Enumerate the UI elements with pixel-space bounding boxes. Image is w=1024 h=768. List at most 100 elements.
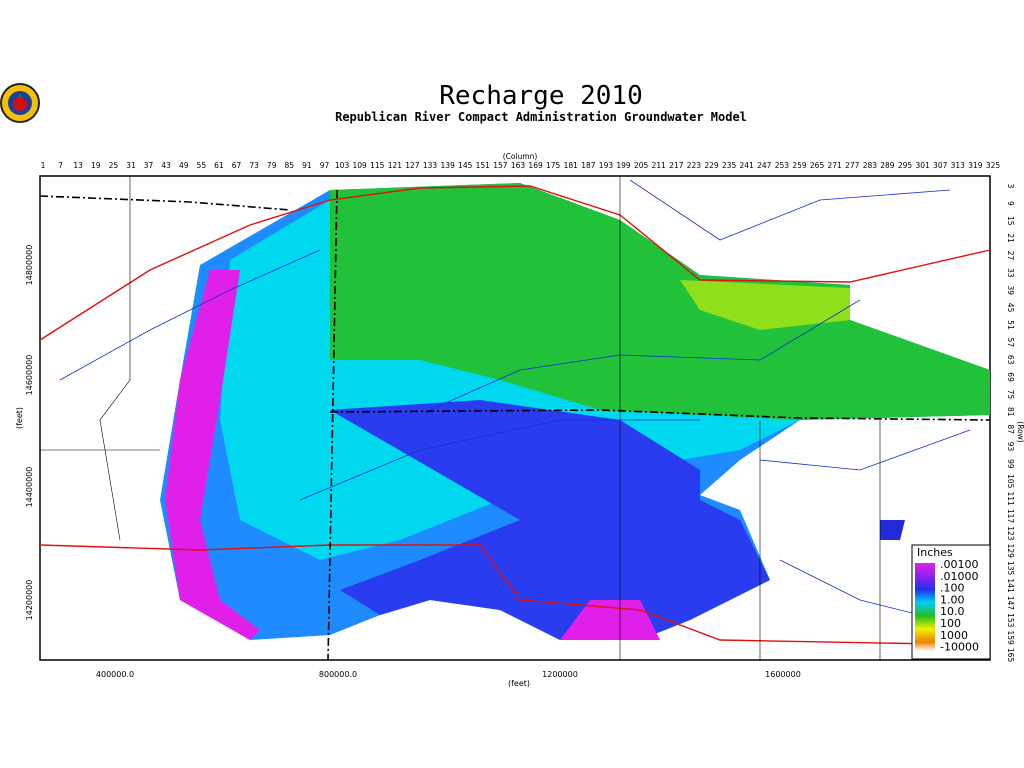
- column-tick-label: 157: [493, 161, 508, 170]
- column-tick-label: 271: [828, 161, 843, 170]
- column-tick-label: 241: [740, 161, 755, 170]
- column-tick-label: 91: [302, 161, 312, 170]
- legend-label: 10.0: [940, 605, 965, 618]
- row-tick-label: 39: [1006, 285, 1015, 295]
- column-tick-label: 319: [968, 161, 983, 170]
- column-tick-label: 127: [405, 161, 420, 170]
- row-tick-label: 63: [1006, 355, 1015, 365]
- column-tick-label: 61: [214, 161, 224, 170]
- row-tick-label: 93: [1006, 442, 1015, 452]
- row-tick-label: 87: [1006, 424, 1015, 434]
- column-tick-label: 283: [863, 161, 878, 170]
- column-tick-label: 79: [267, 161, 277, 170]
- row-tick-label: 135: [1006, 561, 1015, 576]
- column-tick-label: 7: [58, 161, 63, 170]
- column-tick-label: 19: [91, 161, 101, 170]
- title: Recharge 2010: [439, 81, 643, 111]
- column-tick-label: 73: [249, 161, 259, 170]
- logo: [0, 83, 40, 123]
- column-tick-label: 265: [810, 161, 825, 170]
- row-tick-label: 111: [1006, 492, 1015, 507]
- row-tick-label: 51: [1006, 320, 1015, 330]
- column-tick-label: 193: [599, 161, 614, 170]
- column-tick-label: 139: [440, 161, 455, 170]
- legend-label: 1.00: [940, 593, 965, 606]
- row-tick-label: 33: [1006, 268, 1015, 278]
- row-tick-label: 57: [1006, 338, 1015, 348]
- legend-label: 1000: [940, 629, 968, 642]
- column-tick-label: 85: [285, 161, 295, 170]
- legend-label: .100: [940, 582, 965, 595]
- column-tick-label: 199: [616, 161, 631, 170]
- column-tick-label: 307: [933, 161, 948, 170]
- row-tick-label: 3: [1006, 184, 1015, 189]
- legend-label: .00100: [940, 558, 979, 571]
- column-tick-label: 109: [353, 161, 368, 170]
- column-tick-label: 97: [320, 161, 330, 170]
- row-tick-label: 27: [1006, 251, 1015, 261]
- column-tick-label: 163: [511, 161, 526, 170]
- column-tick-label: 103: [335, 161, 350, 170]
- row-tick-label: 129: [1006, 544, 1015, 559]
- y-tick-label: 14400000: [25, 467, 34, 508]
- column-tick-label: 235: [722, 161, 737, 170]
- row-tick-label: 99: [1006, 459, 1015, 469]
- x-tick-label: 1200000: [542, 670, 578, 679]
- row-tick-label: 15: [1006, 216, 1015, 226]
- legend-label: -10000: [940, 641, 979, 654]
- column-tick-label: 217: [669, 161, 684, 170]
- x-axis-label: (feet): [508, 679, 530, 688]
- row-tick-label: 159: [1006, 630, 1015, 645]
- column-tick-label: 13: [73, 161, 83, 170]
- x-tick-label: 800000.0: [319, 670, 357, 679]
- legend-title: Inches: [917, 546, 953, 559]
- column-tick-label: 169: [528, 161, 543, 170]
- legend-label: .01000: [940, 570, 979, 583]
- column-tick-label: 223: [687, 161, 702, 170]
- row-tick-label: 9: [1006, 201, 1015, 206]
- y-tick-label: 14800000: [25, 245, 34, 286]
- column-axis-label: (Column): [503, 152, 538, 161]
- row-tick-label: 165: [1006, 648, 1015, 663]
- x-tick-label: 1600000: [765, 670, 801, 679]
- column-tick-label: 301: [915, 161, 930, 170]
- column-tick-label: 205: [634, 161, 649, 170]
- row-tick-label: 117: [1006, 509, 1015, 524]
- x-tick-label: 400000.0: [96, 670, 134, 679]
- column-tick-label: 121: [388, 161, 403, 170]
- map-area: [39, 175, 991, 661]
- y-tick-label: 14600000: [25, 355, 34, 396]
- column-tick-label: 1: [41, 161, 46, 170]
- column-tick-label: 145: [458, 161, 473, 170]
- row-tick-label: 69: [1006, 372, 1015, 382]
- column-tick-label: 151: [476, 161, 491, 170]
- column-tick-label: 211: [652, 161, 667, 170]
- row-tick-label: 45: [1006, 303, 1015, 313]
- column-tick-label: 259: [792, 161, 807, 170]
- column-tick-label: 31: [126, 161, 136, 170]
- row-tick-label: 141: [1006, 578, 1015, 593]
- row-tick-label: 21: [1006, 233, 1015, 243]
- row-axis-label: (Row): [1016, 421, 1024, 443]
- subtitle: Republican River Compact Administration …: [335, 110, 747, 124]
- column-tick-label: 247: [757, 161, 772, 170]
- column-tick-label: 325: [986, 161, 1001, 170]
- column-tick-label: 67: [232, 161, 242, 170]
- row-tick-label: 123: [1006, 526, 1015, 541]
- column-tick-label: 313: [951, 161, 966, 170]
- column-tick-label: 277: [845, 161, 860, 170]
- column-tick-label: 49: [179, 161, 189, 170]
- column-tick-label: 25: [109, 161, 119, 170]
- row-tick-label: 81: [1006, 407, 1015, 417]
- column-tick-label: 289: [880, 161, 895, 170]
- row-tick-label: 153: [1006, 613, 1015, 628]
- y-axis-label: (feet): [15, 407, 24, 429]
- row-tick-label: 147: [1006, 596, 1015, 611]
- column-tick-label: 253: [775, 161, 790, 170]
- column-tick-label: 229: [704, 161, 719, 170]
- row-tick-label: 75: [1006, 390, 1015, 400]
- column-tick-label: 37: [144, 161, 154, 170]
- legend-label: 100: [940, 617, 961, 630]
- legend: Inches: [911, 544, 991, 660]
